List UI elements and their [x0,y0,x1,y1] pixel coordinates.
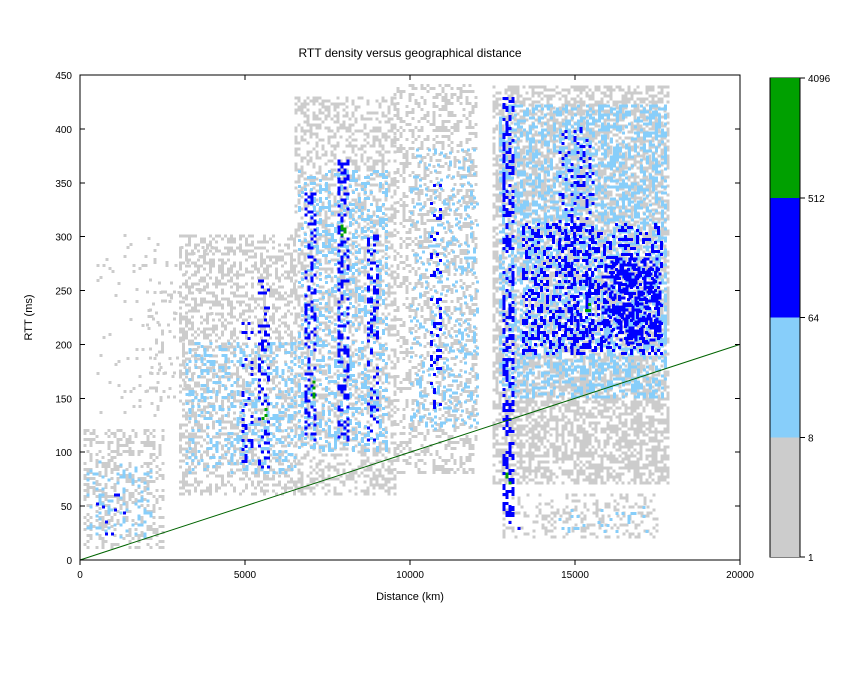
y-axis-label: RTT (ms) [23,294,35,340]
x-axis-label: Distance (km) [376,591,444,603]
colorbar-band [771,318,800,438]
y-tick-label: 300 [55,233,72,244]
y-tick-label: 250 [55,287,72,298]
y-tick-label: 100 [55,448,72,459]
y-tick-label: 400 [55,125,72,136]
y-tick-label: 150 [55,394,72,405]
colorbar-tick-label: 8 [808,433,814,444]
colorbar-tick-label: 1 [808,553,814,564]
x-tick-label: 10000 [396,570,424,581]
rtt-density-chart: 0 5000 10000 15000 20000 0 50 100 150 200 250 300 35… [0,0,845,673]
y-tick-label: 50 [61,502,73,513]
chart-container: 0 5000 10000 15000 20000 0 50 100 150 200 250 300 35… [0,0,845,673]
x-tick-label: 15000 [561,570,589,581]
x-tick-label: 5000 [234,570,257,581]
x-tick-label: 20000 [726,570,754,581]
colorbar-tick-label: 4096 [808,74,831,85]
y-tick-label: 350 [55,179,72,190]
chart-title: RTT density versus geographical distance [298,46,521,60]
x-tick-label: 0 [77,570,83,581]
colorbar-tick-label: 64 [808,314,820,325]
colorbar-band [771,78,800,198]
y-tick-label: 200 [55,340,72,351]
y-tick-label: 450 [55,71,72,82]
y-tick-label: 0 [66,556,72,567]
colorbar-tick-label: 512 [808,194,825,205]
colorbar-band [771,198,800,318]
colorbar-band [771,437,800,557]
